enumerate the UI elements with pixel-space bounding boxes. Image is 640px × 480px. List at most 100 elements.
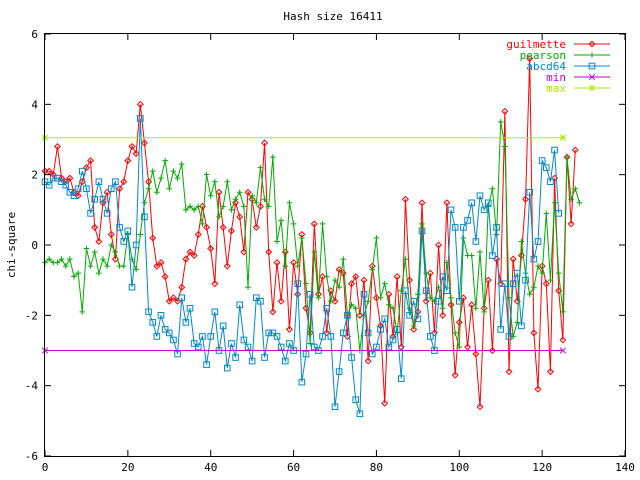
data-point-abcd64	[244, 343, 252, 351]
legend-label-guilmette: guilmette	[506, 38, 566, 51]
series-guilmette	[41, 55, 579, 411]
data-point-pearson	[448, 294, 454, 301]
data-point-guilmette	[360, 276, 368, 284]
data-point-pearson	[365, 298, 371, 305]
data-point-abcd64	[497, 326, 505, 333]
data-point-abcd64	[339, 329, 347, 337]
data-point-pearson	[224, 178, 231, 185]
data-point-pearson	[369, 266, 376, 273]
data-point-abcd64	[269, 329, 277, 337]
data-point-abcd64	[199, 333, 206, 340]
data-point-pearson	[207, 192, 214, 199]
data-point-pearson	[377, 294, 384, 301]
data-point-pearson	[137, 231, 144, 238]
data-point-abcd64	[95, 178, 103, 185]
data-point-abcd64	[389, 336, 397, 344]
data-point-abcd64	[182, 319, 190, 326]
data-point-abcd64	[103, 210, 111, 217]
data-point-abcd64	[170, 336, 177, 344]
data-point-guilmette	[252, 223, 260, 231]
data-point-guilmette	[53, 143, 61, 151]
data-point-abcd64	[364, 329, 372, 337]
data-point-guilmette	[451, 371, 459, 379]
data-point-pearson	[518, 238, 525, 245]
data-point-guilmette	[526, 55, 534, 63]
data-point-pearson	[299, 235, 305, 241]
data-point-abcd64	[352, 396, 360, 404]
data-point-abcd64	[360, 290, 368, 298]
data-point-pearson	[46, 256, 52, 262]
data-point-pearson	[87, 263, 94, 269]
data-point-abcd64	[460, 224, 467, 231]
data-point-abcd64	[418, 227, 426, 235]
data-point-abcd64	[157, 312, 165, 319]
data-point-abcd64	[99, 195, 107, 203]
data-point-abcd64	[83, 185, 90, 193]
data-point-guilmette	[116, 185, 124, 193]
data-point-pearson	[54, 259, 61, 266]
data-point-abcd64	[323, 305, 331, 312]
data-point-pearson	[257, 164, 264, 171]
data-point-guilmette	[464, 343, 472, 351]
legend-marker-min	[588, 73, 596, 81]
data-point-pearson	[166, 185, 173, 192]
data-point-guilmette	[468, 301, 476, 309]
data-point-guilmette	[157, 259, 165, 267]
data-point-abcd64	[393, 326, 401, 333]
data-point-guilmette	[261, 139, 269, 147]
legend-label-pearson: pearson	[520, 49, 566, 62]
data-point-abcd64	[319, 333, 326, 340]
data-point-pearson	[423, 270, 429, 276]
data-point-abcd64	[190, 340, 198, 347]
data-point-pearson	[191, 207, 197, 213]
legend-marker-guilmette	[588, 40, 596, 48]
data-point-guilmette	[87, 157, 95, 165]
data-point-abcd64	[161, 326, 169, 333]
data-point-pearson	[270, 154, 276, 160]
data-point-pearson	[228, 207, 235, 213]
data-point-abcd64	[397, 375, 405, 382]
x-tick-label: 100	[449, 461, 469, 474]
data-point-guilmette	[227, 227, 235, 235]
data-point-pearson	[526, 291, 533, 298]
data-point-pearson	[311, 249, 318, 255]
data-point-pearson	[439, 305, 446, 312]
data-point-abcd64	[422, 287, 430, 295]
data-point-pearson	[58, 256, 65, 262]
data-point-abcd64	[410, 297, 418, 305]
data-point-pearson	[551, 200, 558, 206]
data-point-abcd64	[385, 343, 393, 351]
data-point-abcd64	[186, 305, 194, 312]
data-point-pearson	[381, 280, 388, 287]
series-min	[41, 347, 567, 354]
data-point-abcd64	[451, 224, 459, 231]
legend-label-abcd64: abcd64	[526, 60, 566, 73]
data-point-pearson	[373, 235, 380, 241]
data-point-guilmette	[472, 350, 480, 358]
data-point-abcd64	[128, 283, 136, 291]
data-point-abcd64	[484, 199, 492, 207]
data-point-pearson	[91, 249, 98, 255]
data-point-pearson	[290, 221, 297, 227]
data-point-abcd64	[414, 315, 422, 323]
series-pearson	[42, 119, 583, 354]
data-point-pearson	[452, 330, 458, 336]
data-point-pearson	[456, 344, 463, 350]
data-point-abcd64	[145, 308, 152, 316]
data-point-guilmette	[285, 325, 293, 333]
data-point-guilmette	[136, 100, 144, 108]
data-point-abcd64	[377, 326, 384, 333]
legend-label-min: min	[546, 71, 566, 84]
data-point-abcd64	[66, 188, 74, 196]
data-point-pearson	[249, 192, 255, 199]
data-point-guilmette	[522, 195, 530, 203]
data-point-abcd64	[203, 361, 210, 368]
data-point-abcd64	[207, 333, 215, 340]
data-point-pearson	[390, 305, 396, 312]
y-tick-label: 0	[31, 239, 38, 252]
data-point-abcd64	[327, 333, 335, 340]
data-point-pearson	[539, 270, 545, 276]
data-point-guilmette	[281, 248, 289, 256]
data-point-pearson	[274, 238, 280, 245]
data-point-pearson	[555, 270, 562, 276]
